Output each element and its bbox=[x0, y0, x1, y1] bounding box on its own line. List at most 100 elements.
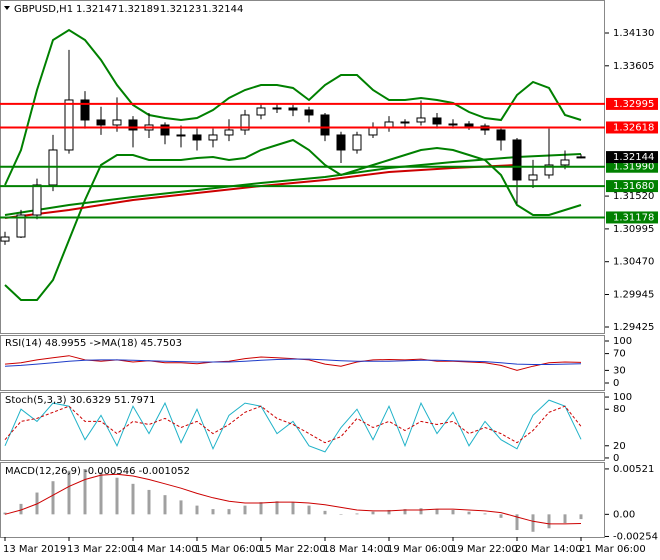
macd-bar bbox=[83, 469, 87, 515]
candle-body bbox=[448, 123, 458, 126]
candle-body bbox=[464, 123, 474, 127]
candle-body bbox=[320, 114, 330, 136]
candle-body bbox=[16, 214, 26, 238]
symbol-menu-icon[interactable] bbox=[4, 6, 10, 10]
last-open: 1.32147 bbox=[76, 4, 117, 15]
level-label-box bbox=[606, 97, 658, 110]
macd-bar bbox=[547, 514, 551, 529]
y-tick-label: -0.00254 bbox=[613, 531, 658, 542]
macd-bar bbox=[371, 511, 375, 515]
y-tick-label: 0.00 bbox=[613, 509, 635, 520]
level-label-box bbox=[606, 160, 658, 173]
macd-bar bbox=[19, 503, 23, 515]
x-tick-label: 21 Mar 06:00 bbox=[579, 544, 646, 555]
y-tick-label: 30 bbox=[613, 365, 626, 376]
level-label: 1.32995 bbox=[613, 99, 654, 110]
macd-bar bbox=[483, 513, 487, 515]
indicator-line bbox=[4, 399, 582, 453]
macd-bar bbox=[531, 514, 535, 532]
candle-body bbox=[0, 236, 10, 242]
candle-body bbox=[496, 129, 506, 141]
macd-bar bbox=[3, 512, 7, 515]
macd-bar bbox=[323, 510, 327, 515]
panel-title: MACD(12,26,9) -0.000546 -0.001052 bbox=[5, 466, 190, 477]
macd-bar bbox=[227, 509, 231, 515]
candle-body bbox=[400, 121, 410, 124]
indicator-line bbox=[4, 28, 582, 186]
macd-bar bbox=[499, 514, 503, 518]
macd-bar bbox=[355, 513, 359, 515]
candle-body bbox=[352, 134, 362, 151]
macd-bar bbox=[387, 509, 391, 515]
last-high: 1.32189 bbox=[118, 4, 159, 15]
candle-body bbox=[272, 107, 282, 110]
candle-body bbox=[176, 134, 186, 137]
macd-bar bbox=[419, 508, 423, 515]
candle-body bbox=[304, 109, 314, 116]
candle-body bbox=[544, 164, 554, 176]
y-tick-label: 80 bbox=[613, 404, 626, 415]
y-tick-label: 1.30995 bbox=[613, 224, 654, 235]
macd-bar bbox=[195, 505, 199, 515]
macd-bar bbox=[179, 500, 183, 515]
macd-bar bbox=[211, 509, 215, 515]
macd-bar bbox=[243, 505, 247, 515]
level-label: 1.31990 bbox=[613, 162, 654, 173]
x-tick-label: 19 Mar 06:00 bbox=[387, 544, 454, 555]
symbol: GBPUSD,H1 bbox=[14, 4, 73, 15]
price-label-box bbox=[606, 151, 658, 164]
macd-bar bbox=[67, 470, 71, 515]
macd-bar bbox=[259, 502, 263, 515]
candle-body bbox=[32, 184, 42, 216]
indicator-line bbox=[4, 358, 582, 367]
candle-body bbox=[96, 119, 106, 126]
macd-bar bbox=[515, 514, 519, 531]
y-tick-label: 100 bbox=[613, 336, 632, 347]
macd-bar bbox=[147, 489, 151, 515]
candle-body bbox=[512, 139, 522, 181]
y-tick-label: 0.00521 bbox=[613, 464, 654, 475]
macd-panel bbox=[0, 462, 605, 538]
macd-bar bbox=[451, 509, 455, 515]
y-tick-label: 0 bbox=[613, 378, 619, 389]
candle-body bbox=[336, 134, 346, 151]
macd-bar bbox=[115, 477, 119, 515]
x-tick-label: 13 Mar 2019 bbox=[3, 544, 66, 555]
panel-title: Stoch(5,3,3) 30.6329 51.7971 bbox=[5, 395, 156, 406]
x-tick-label: 15 Mar 22:00 bbox=[259, 544, 326, 555]
candle-body bbox=[240, 114, 250, 131]
candle-body bbox=[528, 174, 538, 181]
last-low: 1.32123 bbox=[160, 4, 201, 15]
y-tick-label: 0 bbox=[613, 453, 619, 464]
macd-bar bbox=[307, 505, 311, 515]
y-tick-label: 1.34130 bbox=[613, 28, 654, 39]
macd-bar bbox=[99, 472, 103, 515]
last-close: 1.32144 bbox=[202, 4, 243, 15]
candle-body bbox=[112, 119, 122, 126]
candle-body bbox=[128, 119, 138, 131]
macd-bar bbox=[339, 514, 343, 515]
y-tick-label: 1.29425 bbox=[613, 322, 654, 333]
stoch-panel bbox=[0, 392, 605, 461]
macd-bar bbox=[435, 509, 439, 515]
x-tick-label: 14 Mar 14:00 bbox=[131, 544, 198, 555]
macd-bar bbox=[131, 483, 135, 515]
x-tick-label: 18 Mar 14:00 bbox=[323, 544, 390, 555]
macd-bar bbox=[51, 481, 55, 515]
macd-bar bbox=[275, 501, 279, 515]
candle-body bbox=[80, 99, 90, 121]
x-tick-label: 19 Mar 22:00 bbox=[451, 544, 518, 555]
level-label: 1.32618 bbox=[613, 122, 654, 133]
x-tick-label: 20 Mar 14:00 bbox=[515, 544, 582, 555]
candle-body bbox=[368, 127, 378, 136]
macd-bar bbox=[163, 495, 167, 515]
macd-bar bbox=[291, 502, 295, 515]
y-tick-label: 1.31520 bbox=[613, 191, 654, 202]
candle-body bbox=[160, 124, 170, 136]
candle-body bbox=[192, 134, 202, 141]
y-tick-label: 1.29945 bbox=[613, 290, 654, 301]
y-tick-label: 100 bbox=[613, 392, 632, 403]
y-tick-label: 1.33605 bbox=[613, 61, 654, 72]
macd-bar bbox=[403, 509, 407, 515]
